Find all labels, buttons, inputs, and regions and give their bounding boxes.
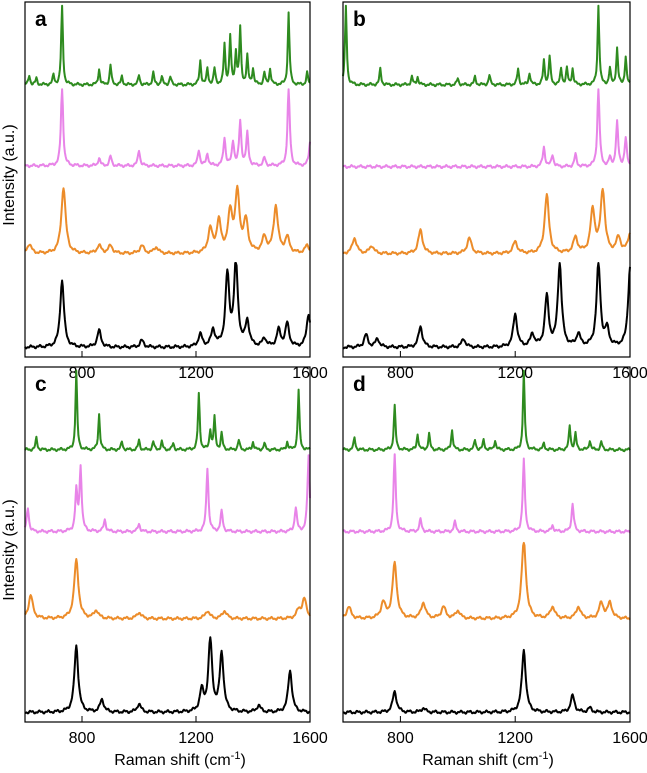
spectrum-violet bbox=[24, 454, 311, 534]
x-tick-label: 1600 bbox=[292, 730, 328, 747]
spectrum-green bbox=[342, 369, 631, 453]
x-axis-label-right: Raman shift (cm-1) bbox=[422, 750, 554, 769]
panel-d: 800 1200 1600 d bbox=[342, 366, 647, 747]
x-axis-label-close: ) bbox=[240, 752, 245, 769]
x-tick-label: 1200 bbox=[178, 365, 214, 382]
panel-label: d bbox=[353, 373, 366, 396]
x-tick-label: 1600 bbox=[612, 730, 647, 747]
panel-frame bbox=[342, 366, 631, 723]
spectrum-black bbox=[24, 636, 311, 715]
x-axis-label-superscript: -1 bbox=[231, 750, 241, 762]
spectrum-violet bbox=[342, 453, 631, 535]
x-axis-label-close: ) bbox=[548, 752, 553, 769]
panel-label: b bbox=[353, 8, 366, 31]
spectrum-violet bbox=[24, 88, 311, 169]
x-axis-label-main: Raman shift (cm bbox=[114, 752, 230, 769]
panel-c: 800 1200 1600 c bbox=[24, 366, 328, 747]
spectrum-black bbox=[342, 262, 631, 350]
x-tick-label: 1200 bbox=[497, 730, 533, 747]
spectrum-green bbox=[24, 369, 311, 453]
x-tick-label: 1200 bbox=[178, 730, 214, 747]
x-axis-label-main: Raman shift (cm bbox=[422, 752, 538, 769]
spectrum-black bbox=[342, 648, 631, 715]
spectrum-green bbox=[342, 4, 631, 88]
spectrum-orange bbox=[24, 558, 311, 621]
panel-label: a bbox=[35, 8, 47, 31]
panel-frame bbox=[24, 1, 311, 358]
spectrum-black bbox=[24, 262, 311, 350]
spectrum-orange bbox=[24, 184, 311, 256]
x-axis-label-superscript: -1 bbox=[539, 750, 549, 762]
y-axis-label-bottom: Intensity (a.u.) bbox=[1, 499, 18, 600]
panel-label: c bbox=[35, 373, 47, 396]
panel-frame bbox=[24, 366, 311, 723]
spectrum-orange bbox=[342, 541, 631, 621]
spectrum-violet bbox=[342, 88, 631, 170]
x-tick-label: 800 bbox=[387, 730, 414, 747]
x-tick-label: 800 bbox=[69, 730, 96, 747]
spectrum-orange bbox=[342, 187, 631, 256]
x-axis-label-left: Raman shift (cm-1) bbox=[114, 750, 246, 769]
y-axis-label-top: Intensity (a.u.) bbox=[1, 124, 18, 225]
spectrum-green bbox=[24, 4, 311, 87]
panel-frame bbox=[342, 1, 631, 358]
x-tick-label: 800 bbox=[387, 365, 414, 382]
